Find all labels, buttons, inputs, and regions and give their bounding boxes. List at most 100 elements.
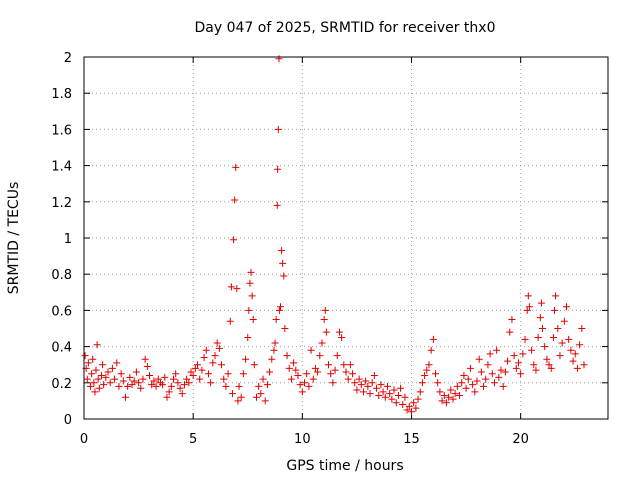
- data-point: [462, 384, 470, 392]
- data-point: [277, 303, 284, 311]
- data-point: [137, 384, 145, 392]
- data-point: [512, 364, 520, 372]
- data-point: [381, 393, 389, 401]
- data-point: [539, 325, 546, 332]
- data-point: [266, 368, 274, 376]
- data-point: [305, 382, 313, 390]
- data-point: [578, 325, 586, 332]
- data-point: [366, 390, 374, 398]
- data-point: [215, 344, 223, 352]
- data-point: [311, 364, 319, 372]
- data-point: [231, 196, 239, 204]
- y-tick-label: 2: [64, 51, 72, 66]
- data-point: [504, 357, 512, 365]
- data-point: [93, 341, 101, 349]
- data-point: [321, 306, 329, 314]
- data-point: [552, 292, 560, 300]
- data-point: [421, 372, 429, 380]
- data-point: [530, 361, 538, 369]
- data-point: [403, 406, 411, 414]
- data-point: [528, 346, 536, 354]
- data-point: [466, 364, 474, 372]
- data-point: [551, 306, 559, 314]
- data-point: [501, 368, 509, 376]
- data-point: [290, 359, 298, 367]
- y-tick-label: 0.2: [51, 377, 72, 392]
- y-tick-label: 1.6: [51, 123, 72, 138]
- data-point: [185, 379, 193, 387]
- data-point: [519, 350, 527, 358]
- data-point: [247, 268, 255, 276]
- data-point: [488, 370, 496, 378]
- data-point: [344, 375, 352, 383]
- y-tick-label: 0.8: [51, 268, 72, 283]
- data-point: [469, 381, 477, 389]
- data-point: [232, 163, 240, 171]
- x-tick-label: 15: [403, 432, 420, 447]
- data-point: [143, 363, 151, 371]
- data-point: [418, 379, 426, 387]
- data-point: [235, 382, 243, 390]
- data-point: [401, 393, 409, 401]
- data-point: [524, 292, 532, 300]
- data-point: [399, 401, 407, 409]
- data-point: [124, 382, 132, 390]
- y-tick-label: 0.6: [51, 304, 72, 319]
- data-point: [346, 361, 354, 369]
- data-point: [480, 382, 488, 390]
- data-point: [560, 317, 568, 325]
- data-point: [351, 379, 359, 387]
- data-point: [408, 408, 415, 416]
- data-point: [250, 361, 258, 369]
- data-point: [163, 393, 171, 401]
- data-point: [261, 397, 269, 405]
- data-point: [349, 370, 357, 378]
- data-point: [506, 328, 514, 336]
- data-point: [135, 379, 143, 387]
- data-point: [228, 390, 236, 398]
- data-point: [508, 315, 516, 323]
- data-point: [484, 361, 492, 369]
- data-point: [167, 382, 175, 390]
- data-point: [204, 370, 212, 378]
- data-point: [281, 325, 289, 332]
- data-point: [576, 341, 584, 349]
- data-point: [278, 247, 286, 255]
- data-point: [523, 306, 531, 314]
- data-point: [126, 373, 134, 381]
- data-point: [252, 393, 260, 401]
- data-point: [475, 355, 483, 363]
- data-point: [537, 299, 545, 307]
- data-points: [81, 55, 588, 416]
- data-point: [438, 397, 446, 405]
- data-point: [187, 368, 195, 376]
- data-point: [416, 388, 424, 396]
- data-point: [244, 334, 252, 342]
- data-point: [270, 346, 278, 354]
- data-point: [493, 346, 501, 354]
- plot-frame: [83, 56, 609, 420]
- data-point: [390, 386, 398, 394]
- data-point: [451, 390, 459, 398]
- data-point: [292, 366, 300, 374]
- data-point: [499, 382, 507, 390]
- x-tick-label: 20: [512, 432, 529, 447]
- data-point: [128, 381, 136, 389]
- data-point: [198, 366, 206, 374]
- data-point: [222, 382, 230, 390]
- data-point: [335, 328, 343, 336]
- data-point: [273, 201, 281, 209]
- data-point: [84, 359, 92, 367]
- data-point: [325, 361, 333, 369]
- data-point: [100, 381, 108, 389]
- data-point: [113, 359, 121, 367]
- data-point: [285, 364, 293, 372]
- data-point: [338, 334, 346, 342]
- data-point: [170, 375, 178, 383]
- data-point: [165, 388, 173, 396]
- data-point: [106, 379, 114, 387]
- data-point: [191, 364, 199, 372]
- data-point: [263, 381, 271, 389]
- data-point: [202, 346, 210, 354]
- data-point: [534, 334, 542, 342]
